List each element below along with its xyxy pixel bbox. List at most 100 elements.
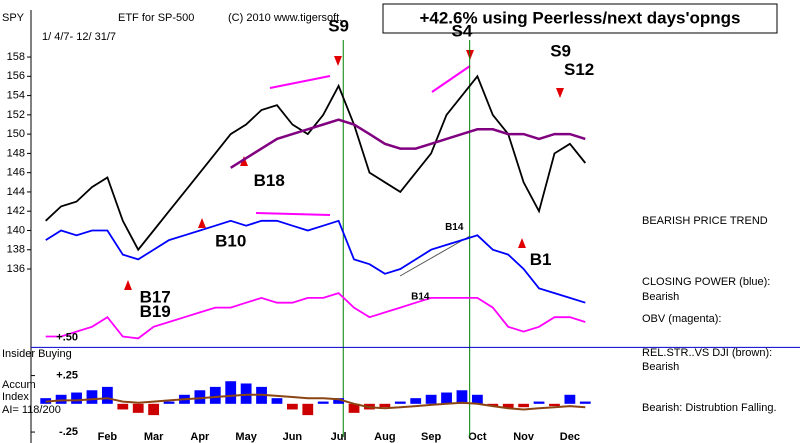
sell-arrow (334, 56, 342, 66)
accum-bar (132, 403, 144, 413)
x-tick-label: Dec (560, 431, 580, 443)
signal-label: B19 (140, 302, 171, 321)
signal-label: S4 (452, 21, 473, 40)
legend-rel-str: REL.STR..VS DJI (brown): (642, 347, 772, 359)
accum-bar (425, 394, 437, 404)
buy-arrow (124, 280, 132, 290)
y-tick-label: 158 (7, 51, 25, 63)
y-tick-label: 146 (7, 167, 25, 179)
accum-label: Index (2, 391, 29, 403)
y-tick-label: 136 (7, 263, 25, 275)
accum-bar (410, 398, 422, 404)
headline-box (382, 3, 778, 34)
y-tick-label: 144 (7, 186, 25, 198)
panel-note: Bearish: Distrubtion Falling. (642, 402, 777, 414)
accum-bar (148, 403, 160, 416)
buy-arrow (240, 156, 248, 166)
trend-line (269, 75, 331, 89)
signal-label: B10 (215, 232, 246, 251)
accum-label: Accum (2, 379, 36, 391)
signal-label: S9 (328, 17, 349, 36)
legend-obv: OBV (magenta): (642, 313, 721, 325)
accum-bar (302, 403, 314, 416)
y-tick-label: 150 (7, 128, 25, 140)
accum-bar (441, 392, 452, 404)
y2-tick-label: +.25 (56, 369, 78, 381)
accum-bar (101, 386, 113, 404)
accum-bar (317, 401, 329, 404)
series-line (45, 393, 586, 411)
signal-label: B1 (530, 250, 552, 269)
date-range: 1/ 4/7- 12/ 31/7 (42, 31, 116, 43)
buy-arrow (518, 238, 526, 248)
y-tick-label: 142 (7, 205, 25, 217)
accum-bar (394, 401, 406, 404)
x-tick-label: Jul (331, 431, 347, 443)
accum-label: AI= 118/200 (2, 404, 61, 416)
trend-line (255, 212, 331, 216)
accum-bar (194, 390, 206, 404)
y2-tick-label: -.25 (59, 426, 78, 438)
x-tick-label: Jun (283, 431, 303, 443)
accum-bar (564, 394, 576, 404)
accum-bar (333, 398, 345, 404)
series-line (230, 118, 586, 169)
accum-bar (518, 403, 530, 408)
legend-closing-power: CLOSING POWER (blue): (642, 276, 770, 288)
headline: +42.6% using Peerless/next days'opngs (419, 8, 740, 27)
accum-bar (86, 390, 98, 404)
x-tick-label: Oct (468, 431, 487, 443)
accum-bar (71, 392, 82, 404)
accum-bar (456, 390, 468, 404)
accum-bar (225, 381, 237, 404)
x-tick-label: Aug (374, 431, 395, 443)
accum-bar (471, 394, 483, 404)
accum-bar (348, 403, 360, 413)
signal-label: B17 (140, 287, 171, 306)
y-tick-label: 140 (7, 224, 25, 236)
accum-bar (117, 403, 129, 410)
accum-bar (487, 403, 499, 407)
accum-bar (579, 401, 591, 404)
accum-bar (240, 383, 252, 404)
trend-label: BEARISH PRICE TREND (642, 215, 768, 227)
trend-line (431, 65, 471, 93)
accum-bar (163, 401, 175, 404)
accum-bar (55, 394, 67, 404)
sell-arrow (556, 88, 564, 98)
x-tick-label: May (235, 431, 257, 443)
buy-arrow (198, 218, 206, 228)
y-tick-label: 138 (7, 244, 25, 256)
series-line (45, 292, 586, 340)
y-tick-label: 152 (7, 109, 25, 121)
rel-str-status: Bearish (642, 361, 679, 373)
closing-power-status: Bearish (642, 291, 679, 303)
y-tick-label: 148 (7, 147, 25, 159)
copyright: (C) 2010 www.tigersoft. (228, 12, 342, 24)
x-tick-label: Apr (190, 431, 210, 443)
accum-bar (549, 403, 560, 407)
signal-label: B14 (445, 222, 464, 233)
accum-bar (533, 401, 545, 404)
y-tick-label: 154 (7, 89, 25, 101)
accum-bar (502, 403, 514, 409)
y-tick-label: 156 (7, 70, 25, 82)
accum-bar (379, 403, 391, 408)
x-tick-label: Mar (144, 431, 164, 443)
signal-label: B14 (411, 292, 430, 303)
accum-bar (271, 398, 283, 404)
y2-tick-label: +.50 (56, 331, 78, 343)
accum-bar (209, 386, 221, 404)
series-line (45, 219, 586, 304)
insider-label: Insider Buying (2, 348, 72, 360)
accum-bar (286, 403, 298, 410)
signal-label: S12 (564, 60, 594, 79)
ticker: SPY (2, 12, 25, 24)
x-tick-label: Sep (421, 431, 441, 443)
series-line (45, 74, 587, 252)
x-tick-label: Feb (98, 431, 118, 443)
signal-label: B18 (254, 171, 285, 190)
